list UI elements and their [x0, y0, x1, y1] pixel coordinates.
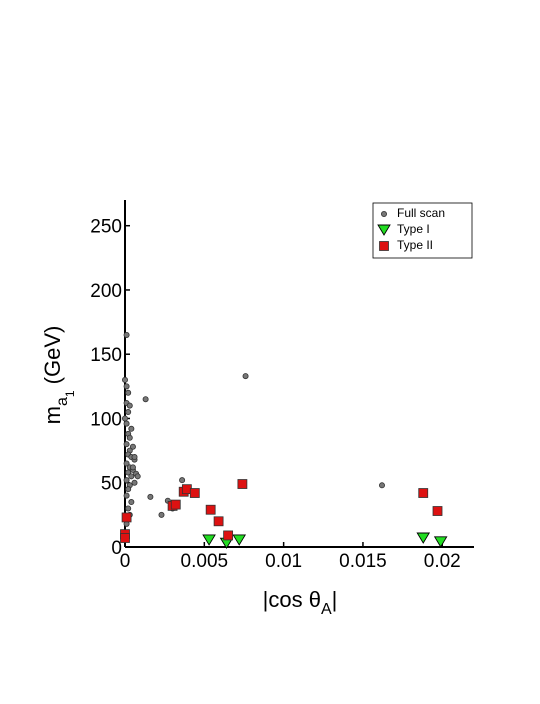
point [126, 434, 133, 441]
legend-label: Type I [397, 222, 430, 236]
point [125, 486, 132, 493]
legend-marker [380, 210, 387, 217]
legend-box [372, 202, 473, 259]
legend-label: Type II [397, 238, 433, 252]
y-tick-label: 150 [90, 345, 122, 366]
point [129, 443, 136, 450]
point [142, 396, 149, 403]
x-tick-label: 0.005 [181, 551, 229, 572]
point [416, 532, 431, 544]
point [125, 505, 132, 512]
point [122, 415, 129, 422]
point [125, 389, 132, 396]
point [242, 373, 249, 380]
point [126, 402, 133, 409]
point [123, 460, 130, 467]
point [125, 409, 132, 416]
legend-marker [379, 241, 389, 251]
y-axis-label: ma1 (GeV) [40, 326, 77, 425]
point [134, 473, 141, 480]
point [123, 492, 130, 499]
y-tick-label: 50 [101, 474, 122, 495]
point [129, 464, 136, 471]
x-tick-label: 0.02 [424, 551, 461, 572]
point [202, 534, 216, 546]
point [189, 488, 200, 498]
legend-marker [377, 224, 391, 236]
point [205, 504, 216, 515]
point [223, 530, 234, 541]
legend-label: Full scan [397, 206, 445, 220]
point [123, 383, 130, 390]
point [123, 477, 130, 484]
point [432, 506, 443, 516]
y-tick-label: 100 [90, 409, 122, 430]
point [418, 488, 429, 498]
x-tick-label: 0.015 [339, 551, 387, 572]
x-tick-label: 0 [120, 551, 131, 572]
point [158, 511, 165, 518]
point [120, 533, 130, 543]
y-tick-label: 200 [90, 281, 122, 302]
point [433, 536, 448, 548]
point [378, 482, 385, 489]
point [123, 420, 130, 427]
point [121, 512, 132, 523]
y-tick-label: 250 [90, 217, 122, 238]
point [213, 516, 224, 527]
point [128, 499, 135, 506]
point [128, 425, 135, 432]
point [179, 477, 186, 484]
point [122, 376, 129, 383]
point [232, 534, 247, 546]
point [147, 493, 154, 500]
point [123, 441, 130, 448]
point [237, 479, 248, 489]
point [131, 454, 138, 461]
point [131, 479, 138, 486]
point [125, 469, 132, 476]
point [128, 473, 135, 480]
point [170, 499, 181, 510]
point [123, 331, 130, 338]
y-tick-label: 0 [111, 538, 122, 559]
x-tick-label: 0.01 [265, 551, 302, 572]
x-axis-label: |cos θA| [263, 587, 338, 618]
